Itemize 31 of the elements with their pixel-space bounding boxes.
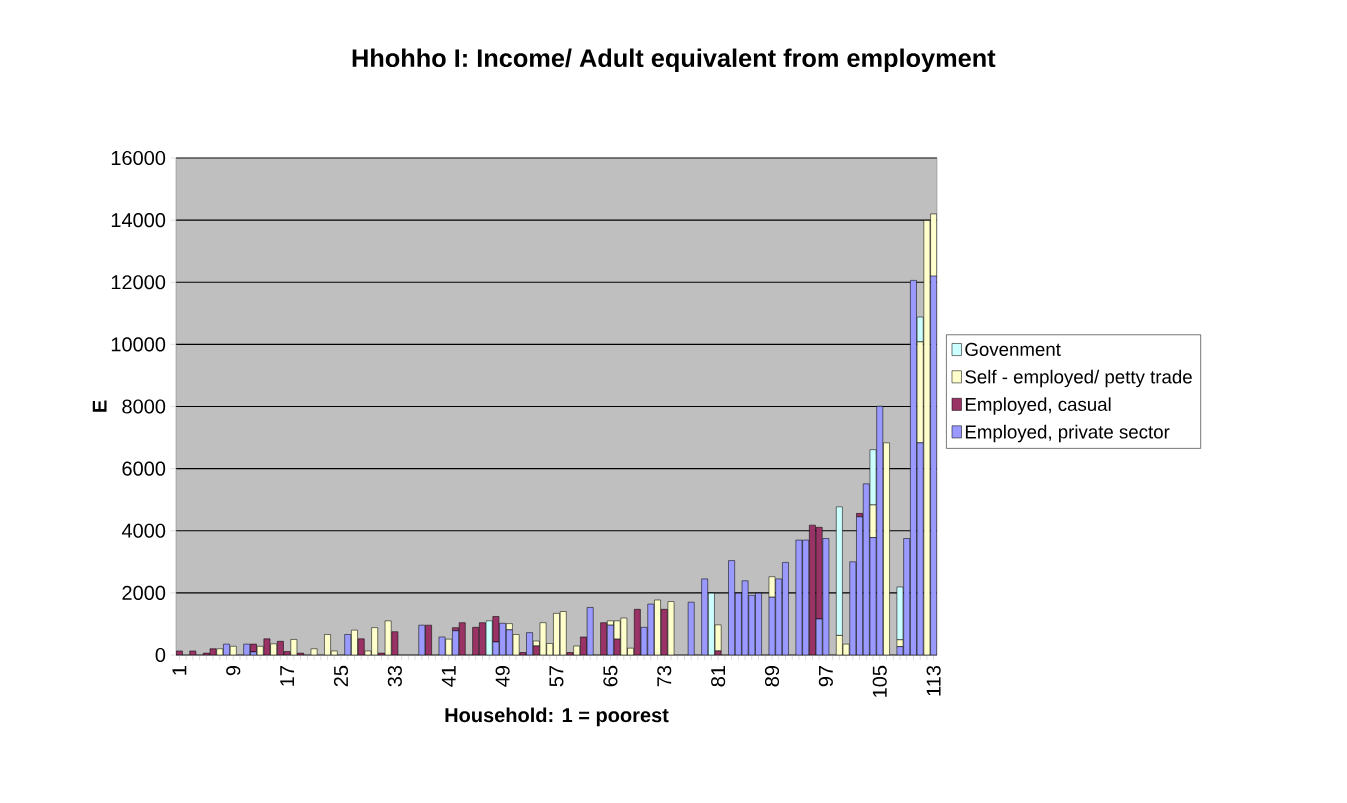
chart-title: Hhohho I: Income/ Adult equivalent from employment xyxy=(352,48,996,73)
y-tick-label: 12000 xyxy=(111,275,166,290)
x-tick-label: 97 xyxy=(818,666,833,687)
x-tick-label: 81 xyxy=(711,666,726,687)
y-axis-title: E xyxy=(92,400,107,412)
y-tick-label: 4000 xyxy=(121,523,166,538)
legend-label: Employed, private sector xyxy=(965,424,1170,443)
legend-label: Self - employed/ petty trade xyxy=(965,369,1192,388)
legend-label: Employed, casual xyxy=(965,397,1111,415)
x-axis-title: Household: 1 = poorest xyxy=(445,707,669,727)
x-tick-label: 17 xyxy=(280,666,295,686)
x-tick-label: 73 xyxy=(657,665,672,687)
legend-label: Govenment xyxy=(965,342,1061,356)
y-tick-label: 10000 xyxy=(111,337,166,352)
x-tick-label: 105 xyxy=(872,665,887,697)
y-tick-label: 0 xyxy=(155,647,166,663)
y-tick-label: 16000 xyxy=(111,150,166,166)
x-tick-label: 41 xyxy=(441,666,456,687)
x-tick-label: 49 xyxy=(495,666,510,687)
x-tick-label: 1 xyxy=(172,666,187,675)
x-tick-label: 25 xyxy=(333,665,349,687)
x-tick-label: 113 xyxy=(926,665,941,696)
x-tick-label: 57 xyxy=(549,666,564,687)
x-tick-label: 9 xyxy=(226,665,241,676)
x-tick-label: 65 xyxy=(603,665,618,687)
y-tick-label: 2000 xyxy=(122,585,166,600)
y-tick-label: 6000 xyxy=(122,461,166,476)
y-tick-label: 8000 xyxy=(122,399,166,414)
y-tick-label: 14000 xyxy=(111,213,166,228)
x-tick-label: 89 xyxy=(764,666,780,687)
x-tick-label: 33 xyxy=(387,665,402,687)
